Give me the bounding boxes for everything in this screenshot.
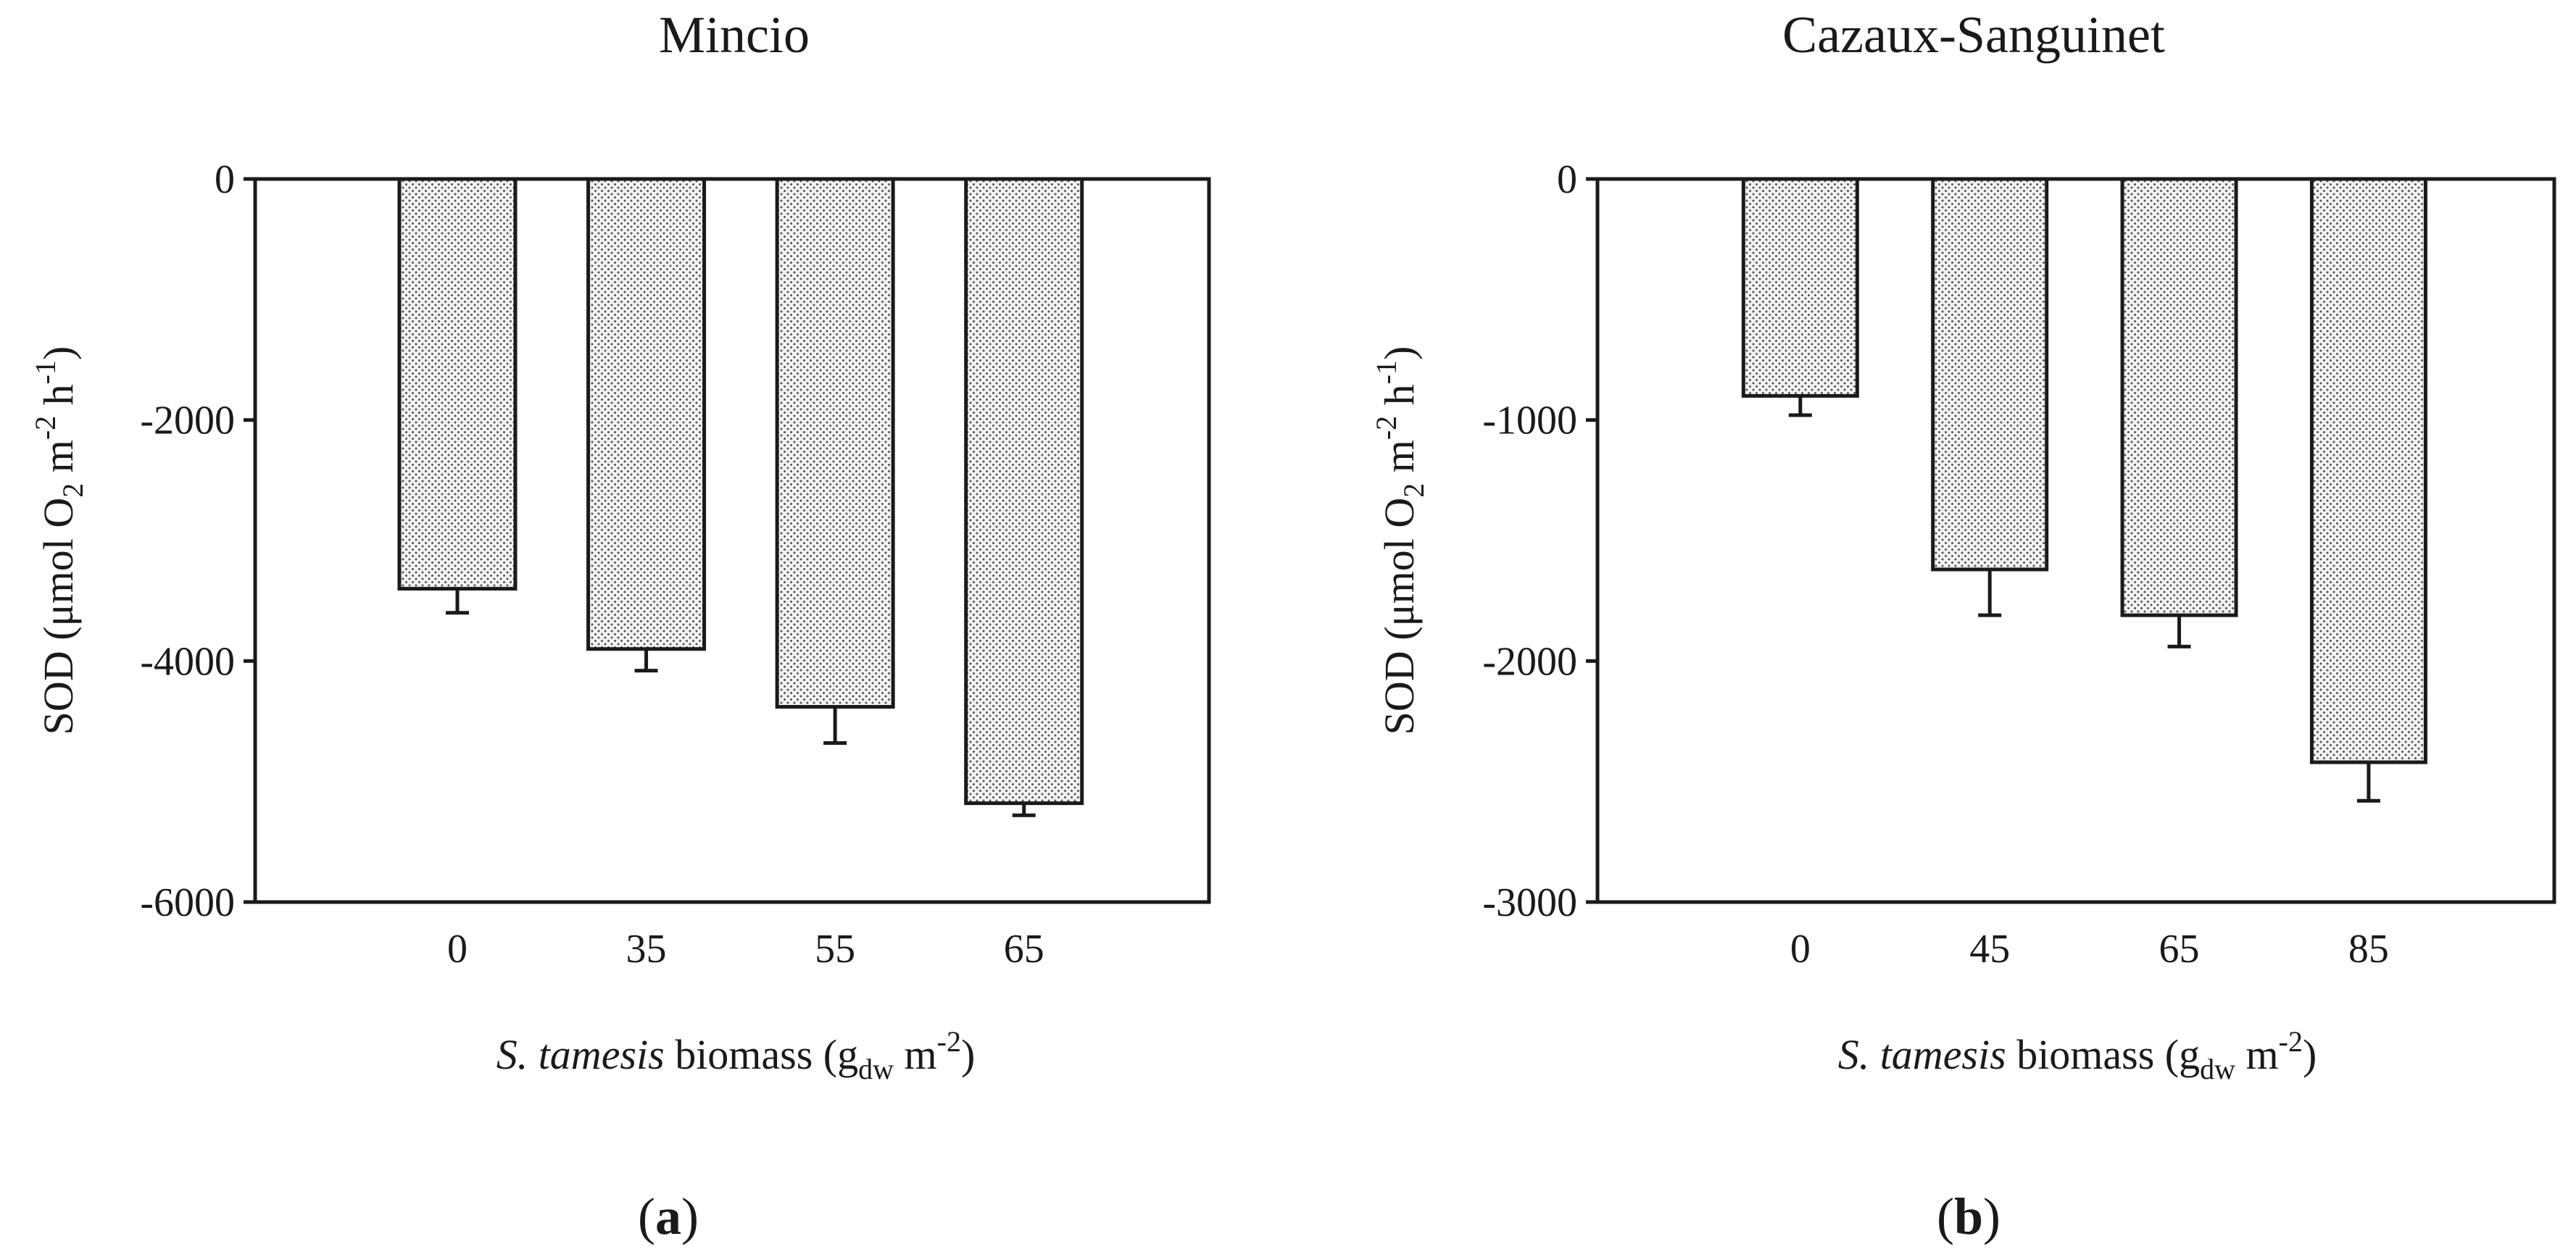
chart-cazaux-sanguinet: Cazaux-Sanguinet 0 -1000 -2000 -3000 0 45 65 8… [1370, 6, 2556, 1245]
x-tick-label: 0 [447, 927, 468, 972]
bars [397, 177, 1084, 817]
y-tick-label: 0 [1557, 157, 1577, 202]
y-tick-label: -3000 [1482, 880, 1577, 925]
y-axis-ticks: 0 -1000 -2000 -3000 [1482, 157, 1597, 925]
x-tick-label: 55 [815, 927, 855, 972]
chart-mincio: Mincio 0 -2000 -4000 -6000 0 35 55 65 SOD (μmo… [29, 6, 1211, 1245]
plot-frame [1595, 177, 2556, 904]
bar-65 [964, 177, 1084, 806]
x-tick-label: 65 [2159, 927, 2200, 972]
y-tick-label: -4000 [140, 639, 235, 684]
bar-35 [586, 177, 707, 651]
x-tick-label: 65 [1004, 927, 1044, 972]
bar-65 [2120, 177, 2238, 617]
x-tick-label: 85 [2348, 927, 2389, 972]
y-tick-label: -1000 [1482, 398, 1577, 443]
x-tick-label: 45 [1969, 927, 2010, 972]
y-axis-label: SOD (μmol O2 m-2 h-1) [1370, 346, 1430, 735]
y-tick-label: 0 [215, 157, 235, 202]
plot-frame [253, 177, 1211, 904]
y-tick-label: -6000 [140, 880, 235, 925]
bar-55 [775, 177, 895, 709]
panel-label-b: (b) [1937, 1188, 2000, 1245]
y-tick-label: -2000 [1482, 639, 1577, 684]
x-axis-label: S. tamesis biomass (gdw m-2) [1838, 1025, 2317, 1085]
panel-label-a: (a) [638, 1188, 699, 1245]
bar-0 [397, 177, 518, 591]
bars [1741, 177, 2427, 803]
x-axis-tick-labels: 0 45 65 85 [1790, 927, 2389, 972]
bar-45 [1931, 177, 2049, 572]
chart-title: Cazaux-Sanguinet [1782, 6, 2165, 64]
x-axis-tick-labels: 0 35 55 65 [447, 927, 1044, 972]
y-axis-ticks: 0 -2000 -4000 -6000 [140, 157, 255, 925]
bar-0 [1741, 177, 1859, 398]
x-tick-label: 35 [626, 927, 667, 972]
bar-85 [2309, 177, 2427, 764]
x-tick-label: 0 [1790, 927, 1811, 972]
x-axis-label: S. tamesis biomass (gdw m-2) [496, 1025, 976, 1085]
chart-title: Mincio [659, 6, 810, 64]
y-tick-label: -2000 [140, 398, 235, 443]
y-axis-label: SOD (μmol O2 m-2 h-1) [29, 346, 89, 735]
